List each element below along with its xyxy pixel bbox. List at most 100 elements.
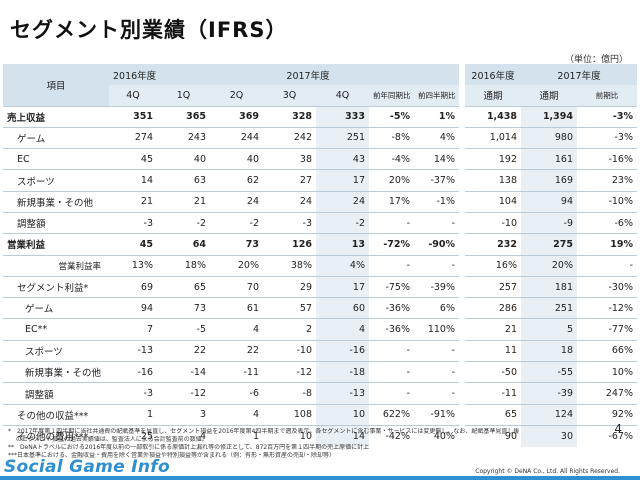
table-row: その他の費用*** 25 4 1 10 14 -42% 40% 90 30 -67% — [3, 424, 637, 447]
header-row-years: 項目 2016年度 2017年度 2016年度 2017年度 — [3, 64, 637, 106]
table-cell: -9 — [521, 211, 577, 234]
page-title: セグメント別業績（IFRS） — [10, 18, 288, 42]
col-header: 通期 — [521, 85, 577, 106]
table-cell: -13 — [316, 382, 369, 405]
table-row: その他の収益*** 1 3 4 108 10 622% -91% 65 124 92% — [3, 403, 637, 426]
table-cell: 169 — [521, 169, 577, 192]
table-gap — [459, 148, 465, 170]
col-header: 通期 — [465, 85, 521, 106]
table-cell: 24 — [316, 190, 369, 213]
table-gap — [459, 169, 465, 192]
row-label: 新規事業・その他 — [3, 361, 109, 383]
row-label: その他の費用*** — [3, 424, 109, 447]
table-cell: -11 — [210, 361, 263, 383]
table-cell: 10 — [316, 403, 369, 426]
table-cell: 4 — [157, 424, 210, 447]
table-cell: -5% — [369, 105, 414, 128]
table-cell: -3 — [263, 211, 316, 234]
row-label: 売上収益 — [3, 105, 109, 128]
table-cell: 4% — [414, 126, 459, 149]
table-cell: -39% — [414, 275, 459, 298]
col-header: 2Q — [210, 85, 263, 106]
table-cell: 22 — [210, 339, 263, 362]
table-cell: 24 — [210, 190, 263, 213]
table-cell: 11 — [465, 339, 521, 362]
table-cell: 61 — [210, 297, 263, 319]
table-cell: -10% — [577, 190, 637, 213]
table-cell: 14% — [414, 148, 459, 170]
table-cell: -67% — [577, 424, 637, 447]
table-cell: -2 — [157, 211, 210, 234]
table-cell: 18% — [157, 254, 210, 277]
table-cell: 4 — [316, 318, 369, 341]
table-cell: 14 — [109, 169, 157, 192]
table-cell: 161 — [521, 148, 577, 170]
table-cell: 24 — [263, 190, 316, 213]
footnote: ** DeNAトラベルにおける2016年度以前の一部取引に係る原価計上漏れ等の修… — [8, 444, 370, 451]
table-cell: 4 — [210, 403, 263, 426]
fy2017-annual-header: 2017年度 — [521, 64, 637, 85]
table-cell: 6% — [414, 297, 459, 319]
table-cell: 351 — [109, 105, 157, 128]
table-cell: - — [414, 254, 459, 277]
table-row: 新規事業・その他 21 21 24 24 24 17% -1% 104 94 -10% — [3, 190, 637, 213]
table-cell: -36% — [369, 318, 414, 341]
table-cell: 7 — [109, 318, 157, 341]
table-cell: 65 — [157, 275, 210, 298]
table-cell: -90% — [414, 233, 459, 256]
table-cell: -39 — [521, 382, 577, 405]
watermark-logo: Social Game Info — [4, 457, 170, 477]
table-cell: -42% — [369, 424, 414, 447]
table-cell: 45 — [109, 233, 157, 256]
col-header: 前四半期比 — [414, 85, 459, 106]
table-cell: 16% — [465, 254, 521, 277]
table-cell: 17% — [369, 190, 414, 213]
table-cell: 244 — [210, 126, 263, 149]
unit-label: （単位：億円） — [564, 55, 628, 65]
table-cell: 138 — [465, 169, 521, 192]
table-cell: 251 — [316, 126, 369, 149]
table-cell: 108 — [263, 403, 316, 426]
table-cell: -4% — [369, 148, 414, 170]
row-label: EC** — [3, 318, 109, 341]
table-row: 売上収益 351 365 369 328 333 -5% 1% 1,438 1,394 -3% — [3, 105, 637, 128]
table-cell: -12% — [577, 297, 637, 319]
table-gap — [459, 255, 465, 277]
table-cell: - — [369, 339, 414, 362]
row-label: 新規事業・その他 — [3, 190, 109, 213]
table-cell: -72% — [369, 233, 414, 256]
table-cell: 1 — [210, 424, 263, 447]
table-cell: 1,394 — [521, 105, 577, 128]
table-row: EC 45 40 40 38 43 -4% 14% 192 161 -16% — [3, 148, 637, 170]
table-cell: -37% — [414, 169, 459, 192]
footnote: ***日本基準における、金融収益・費用を除く営業外損益や特別損益等が含まれる（例… — [8, 452, 336, 459]
table-cell: 64 — [157, 233, 210, 256]
table-gap — [459, 340, 465, 362]
table-cell: 247% — [577, 382, 637, 405]
table-cell: 73 — [157, 297, 210, 319]
row-label: 調整額 — [3, 211, 109, 234]
table-cell: 3 — [157, 403, 210, 426]
table-row: ゲーム 94 73 61 57 60 -36% 6% 286 251 -12% — [3, 297, 637, 319]
table-cell: -14 — [157, 361, 210, 383]
table-cell: - — [414, 361, 459, 383]
table-cell: -10 — [263, 339, 316, 362]
row-label: セグメント利益* — [3, 275, 109, 298]
table-cell: 1,014 — [465, 126, 521, 149]
item-header: 項目 — [3, 64, 109, 106]
table-cell: 14 — [316, 424, 369, 447]
table-cell: 1% — [414, 105, 459, 128]
table-cell: 333 — [316, 105, 369, 128]
table-cell: 63 — [157, 169, 210, 192]
table-row: 営業利益 45 64 73 126 13 -72% -90% 232 275 19% — [3, 233, 637, 256]
table-cell: 4 — [210, 318, 263, 341]
table-cell: -55 — [521, 361, 577, 383]
table-cell: 57 — [263, 297, 316, 319]
table-cell: 20% — [369, 169, 414, 192]
table-cell: 23% — [577, 169, 637, 192]
table-cell: -3% — [577, 105, 637, 128]
table-cell: 1,438 — [465, 105, 521, 128]
row-label: その他の収益*** — [3, 403, 109, 426]
row-label: スポーツ — [3, 339, 109, 362]
table-gap — [459, 106, 465, 128]
